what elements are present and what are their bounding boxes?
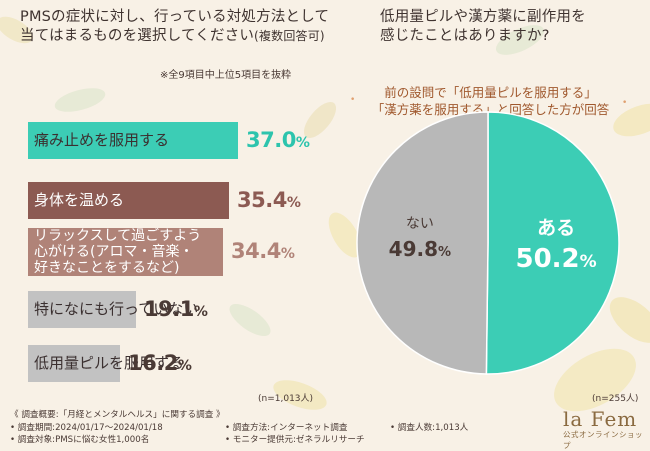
bar-label-5: 低用量ピルを服用する: [34, 355, 184, 372]
bar-label-1-line-1: 痛み止めを服用する: [34, 131, 170, 149]
bar-2: [28, 182, 229, 219]
bar-value-number-5: 16.2: [128, 350, 178, 375]
left-sample-size: (n=1,013人): [258, 394, 314, 404]
bar-value-unit-1: %: [295, 134, 310, 151]
bar-label-4-line-1: 特になにも行っていない: [34, 300, 199, 318]
pie-value-unit-2: %: [438, 244, 452, 260]
bar-label-3-line-3: 好きなことをするなど): [34, 260, 180, 276]
right-title-line2: 感じたことはありますか?: [380, 28, 550, 44]
subtitle-bullet-left: •: [350, 95, 356, 105]
pie-value-2: 49.8%: [375, 237, 465, 261]
pie-label-name-2: ない: [405, 215, 434, 232]
pie-slice-1: [485, 111, 620, 375]
footer-target: • 調査対象:PMSに悩む女性1,000名: [10, 435, 150, 445]
bar-value-unit-3: %: [280, 246, 295, 262]
left-note: ※全9項目中上位5項目を抜粋: [160, 70, 292, 81]
footer-period: • 調査期間:2024/01/17〜2024/01/18: [10, 423, 163, 433]
bar-label-3-line-2: 心がける(アロマ・音楽・: [34, 244, 194, 260]
bar-1: [28, 122, 238, 159]
pie-value-unit-1: %: [579, 252, 597, 273]
left-title-line2-main: 当てはまるものを選択してください: [20, 28, 255, 44]
bar-label-3-line-1: リラックスして過ごすよう: [34, 228, 202, 244]
bar-value-number-3: 34.4: [231, 239, 281, 263]
bar-value-2: 35.4%: [237, 187, 301, 212]
left-title-line2-note: (複数回答可): [254, 29, 325, 43]
pie-slice-2: [356, 111, 489, 375]
brand-logo: la Fem 公式オンラインショップ: [563, 407, 650, 451]
bar-3: [28, 228, 223, 276]
right-sample-size: (n=255人): [592, 394, 639, 404]
bar-value-unit-2: %: [286, 194, 301, 211]
pie-label-1: ある 50.2%: [511, 213, 601, 274]
bar-value-number-4: 19.1: [144, 296, 194, 321]
left-title-line2: 当てはまるものを選択してください(複数回答可): [20, 27, 329, 46]
bar-label-4: 特になにも行っていない: [34, 301, 198, 318]
pie-subtitle-line1: 前の設問で「低用量ピルを服用する」: [384, 85, 597, 100]
brand-tagline: 公式オンラインショップ: [563, 430, 643, 450]
brand-name: la Fem: [563, 407, 638, 431]
bar-label-2: 身体を温める: [34, 192, 124, 209]
bar-label-5-line-1: 低用量ピルを服用する: [34, 354, 185, 372]
bar-value-unit-5: %: [177, 357, 192, 374]
bar-value-number-1: 37.0: [246, 127, 296, 152]
bar-value-1: 37.0%: [246, 127, 310, 152]
bar-label-2-line-1: 身体を温める: [34, 191, 125, 209]
left-title-line1: PMSの症状に対し、行っている対処方法として: [20, 9, 330, 25]
pie-label-name-1: ある: [537, 217, 576, 240]
pie-subtitle-line2: 「漢方薬を服用する」と回答した方が回答: [371, 102, 610, 117]
bar-value-unit-4: %: [193, 303, 208, 320]
footer-count: • 調査人数:1,013人: [390, 423, 469, 433]
right-chart-title: 低用量ピルや漢方薬に副作用を 感じたことはありますか?: [380, 8, 586, 46]
bar-value-3: 34.4%: [231, 239, 295, 263]
bar-value-4: 19.1%: [144, 296, 208, 321]
bar-value-number-2: 35.4: [237, 187, 287, 212]
pie-subtitle: 前の設問で「低用量ピルを服用する」 「漢方薬を服用する」と回答した方が回答: [358, 84, 623, 118]
bar-5: [28, 345, 120, 382]
pie-value-1: 50.2%: [511, 244, 601, 274]
footer-provider: • モニター提供元:ゼネラルリサーチ: [225, 435, 365, 445]
bar-label-3: リラックスして過ごすよう 心がける(アロマ・音楽・ 好きなことをするなど): [34, 228, 201, 276]
right-title-line1: 低用量ピルや漢方薬に副作用を: [380, 9, 586, 25]
pie-value-number-2: 49.8: [388, 236, 439, 261]
bar-value-5: 16.2%: [128, 350, 192, 375]
bar-4: [28, 291, 136, 328]
bar-label-1: 痛み止めを服用する: [34, 132, 169, 149]
footer-overview: 《 調査概要:「月経とメンタルヘルス」に関する調査 》: [10, 410, 225, 420]
footer-method: • 調査方法:インターネット調査: [225, 423, 348, 433]
pie-label-2: ない 49.8%: [375, 213, 465, 261]
subtitle-bullet-right: •: [622, 98, 628, 108]
pie-value-number-1: 50.2: [515, 244, 580, 275]
left-chart-title: PMSの症状に対し、行っている対処方法として 当てはまるものを選択してください(…: [20, 8, 329, 46]
